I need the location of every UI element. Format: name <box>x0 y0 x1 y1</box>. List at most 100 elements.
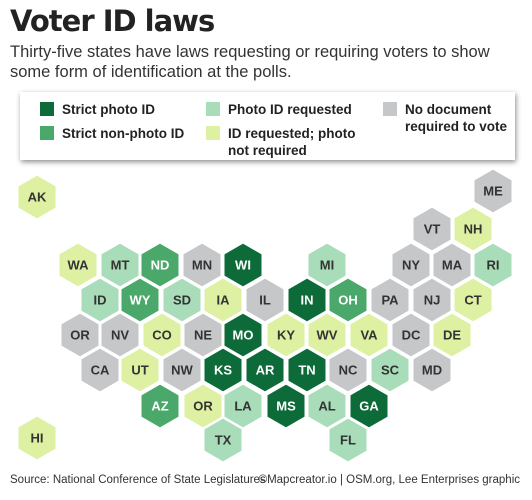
state-hex <box>306 241 348 289</box>
state-hex <box>348 382 390 430</box>
state-label: NV <box>111 328 129 343</box>
state-label: WV <box>317 328 338 343</box>
state-label: ME <box>483 184 503 199</box>
legend-label: Strict non-photo ID <box>62 126 185 141</box>
state-label: AZ <box>151 399 168 414</box>
state-label: NE <box>194 328 212 343</box>
state-label: CA <box>91 363 110 378</box>
state-hex <box>390 241 432 289</box>
state-label: TX <box>215 433 232 448</box>
state-label: AR <box>256 363 275 378</box>
state-label: NC <box>339 363 358 378</box>
state-hex <box>327 276 369 324</box>
state-hex <box>181 241 223 289</box>
state-label: RI <box>487 258 500 273</box>
state-label: GA <box>359 399 379 414</box>
state-hex <box>411 276 453 324</box>
state-hex <box>265 311 307 359</box>
state-label: HI <box>31 431 44 446</box>
state-hex <box>390 311 432 359</box>
state-label: WI <box>235 258 251 273</box>
state-label: ID <box>94 293 107 308</box>
state-hex <box>161 276 203 324</box>
state-hex <box>16 414 58 462</box>
state-hex <box>202 346 244 394</box>
state-hex <box>141 311 183 359</box>
state-label: NJ <box>424 293 441 308</box>
state-hex <box>244 346 286 394</box>
state-label: LA <box>234 399 252 414</box>
state-label: MN <box>192 258 212 273</box>
state-hex <box>306 311 348 359</box>
state-hex <box>222 311 264 359</box>
state-hex <box>327 416 369 464</box>
state-label: IN <box>301 293 314 308</box>
legend-item: Photo ID requested <box>206 101 373 118</box>
state-hex <box>161 346 203 394</box>
state-label: KY <box>277 328 295 343</box>
state-hex <box>57 241 99 289</box>
state-hex <box>306 382 348 430</box>
state-hex <box>139 382 181 430</box>
legend-label: Strict photo ID <box>62 102 155 117</box>
state-label: MT <box>111 258 130 273</box>
state-hex <box>452 205 494 253</box>
state-label: DC <box>402 328 421 343</box>
state-hex <box>369 346 411 394</box>
state-hex <box>431 311 473 359</box>
state-hex <box>16 173 58 221</box>
subtitle: Thirty-five states have laws requesting … <box>10 43 490 81</box>
legend-label: Photo ID requested <box>228 102 352 117</box>
state-label: CO <box>152 328 172 343</box>
legend-swatch <box>40 102 54 116</box>
state-hex <box>411 205 453 253</box>
state-label: VT <box>424 222 441 237</box>
state-hex <box>472 167 514 215</box>
state-hex <box>348 311 390 359</box>
state-label: MA <box>442 258 463 273</box>
state-label: MO <box>233 328 254 343</box>
title: Voter ID laws <box>10 4 215 38</box>
legend-label: ID requested; photo not required <box>228 126 356 158</box>
legend-item: Strict photo ID <box>40 101 192 118</box>
state-hex <box>139 241 181 289</box>
state-hex <box>265 382 307 430</box>
state-hex <box>411 346 453 394</box>
state-label: VA <box>360 328 378 343</box>
state-label: NH <box>464 222 483 237</box>
state-label: MS <box>276 399 296 414</box>
legend-item: No document required to vote <box>383 101 515 135</box>
legend-item: Strict non-photo ID <box>40 125 212 142</box>
state-hex <box>286 276 328 324</box>
state-label: MI <box>320 258 334 273</box>
hex-map: AK ME VT NH WA MT ND MN WI MI NY MA RI ID WY SD IA IL IN OH… <box>16 167 514 464</box>
state-hex <box>431 241 473 289</box>
state-hex <box>452 276 494 324</box>
legend-swatch <box>206 102 220 116</box>
state-hex <box>202 276 244 324</box>
state-label: PA <box>381 293 399 308</box>
state-label: KS <box>214 363 232 378</box>
state-label: DE <box>443 328 461 343</box>
state-label: CT <box>464 293 481 308</box>
state-label: MD <box>422 363 442 378</box>
legend-swatch <box>40 126 54 140</box>
credit: ©Mapcreator.io | OSM.org, Lee Enterprise… <box>258 474 520 486</box>
legend: Strict photo ID Strict non-photo ID Photo … <box>20 92 515 160</box>
state-label: ND <box>151 258 170 273</box>
legend-label: No document required to vote <box>405 102 508 134</box>
legend-swatch <box>206 126 220 140</box>
legend-swatch <box>383 102 397 116</box>
state-label: TN <box>298 363 315 378</box>
state-label: OH <box>338 293 358 308</box>
state-label: UT <box>131 363 148 378</box>
state-label: IL <box>259 293 271 308</box>
state-hex <box>202 416 244 464</box>
legend-item: ID requested; photo not required <box>206 125 368 159</box>
state-hex <box>472 241 514 289</box>
source: Source: National Conference of State Leg… <box>10 474 266 486</box>
state-label: FL <box>340 433 356 448</box>
state-label: AK <box>28 190 47 205</box>
state-label: SD <box>173 293 191 308</box>
